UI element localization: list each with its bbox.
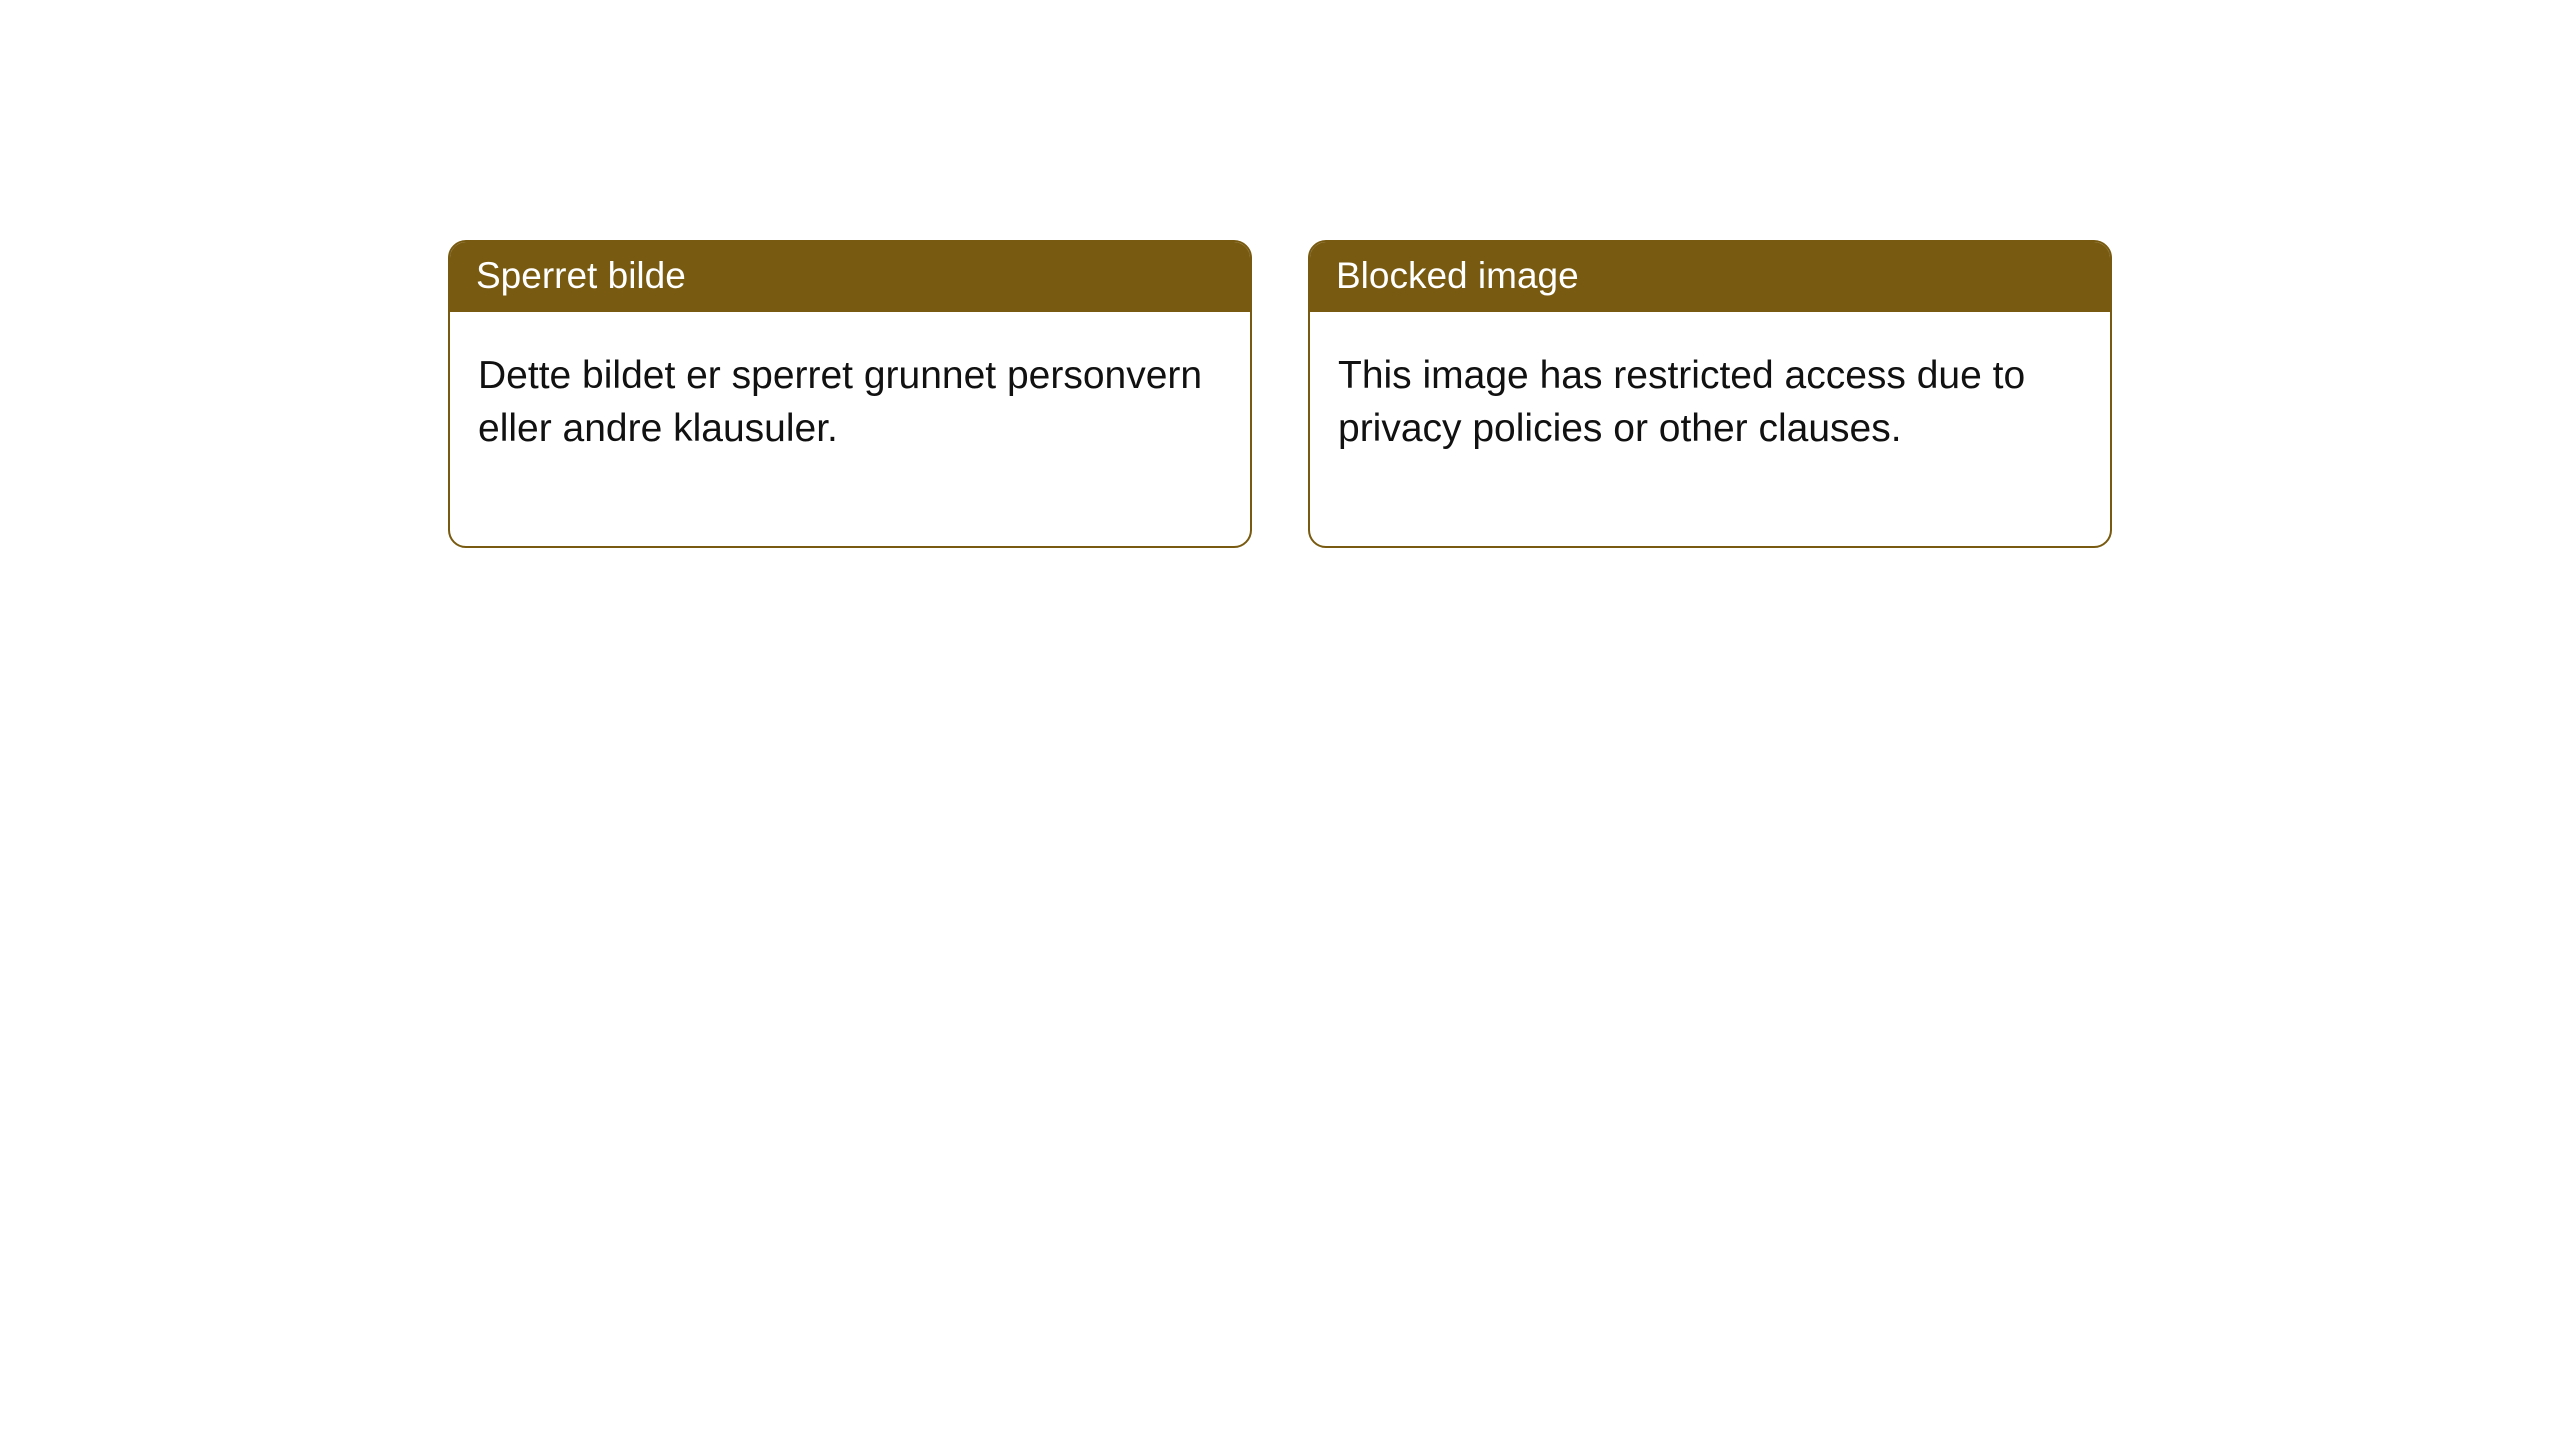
notice-card-norwegian: Sperret bilde Dette bildet er sperret gr… <box>448 240 1252 548</box>
notice-header-norwegian: Sperret bilde <box>450 242 1250 312</box>
notice-card-english: Blocked image This image has restricted … <box>1308 240 2112 548</box>
notice-header-english: Blocked image <box>1310 242 2110 312</box>
notice-container: Sperret bilde Dette bildet er sperret gr… <box>0 0 2560 548</box>
notice-body-norwegian: Dette bildet er sperret grunnet personve… <box>450 312 1250 545</box>
notice-body-english: This image has restricted access due to … <box>1310 312 2110 545</box>
